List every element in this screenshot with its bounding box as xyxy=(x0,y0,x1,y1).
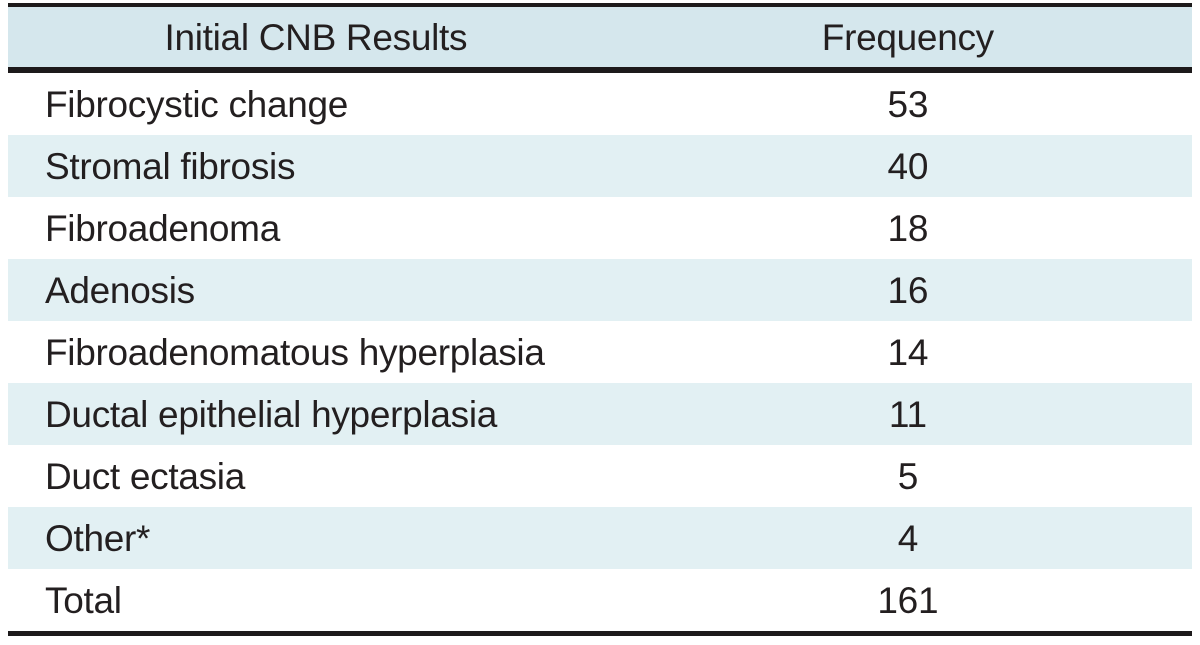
header-frequency: Frequency xyxy=(821,16,994,58)
result-label: Stromal fibrosis xyxy=(45,145,296,187)
frequency-value: 14 xyxy=(887,331,929,373)
result-label: Fibroadenomatous hyperplasia xyxy=(45,331,545,373)
frequency-value: 40 xyxy=(887,145,929,187)
header-initial-cnb-results: Initial CNB Results xyxy=(164,16,468,58)
frequency-value: 4 xyxy=(897,517,919,559)
result-label: Total xyxy=(45,579,122,621)
table-row: Fibroadenoma 18 xyxy=(8,197,1192,259)
frequency-value: 5 xyxy=(897,455,919,497)
table-row: Ductal epithelial hyperplasia 11 xyxy=(8,383,1192,445)
frequency-value: 161 xyxy=(877,579,939,621)
header-divider-rule xyxy=(8,67,1192,73)
table-row: Fibroadenomatous hyperplasia 14 xyxy=(8,321,1192,383)
frequency-value: 16 xyxy=(887,269,929,311)
frequency-value: 11 xyxy=(888,393,927,435)
frequency-value: 53 xyxy=(887,83,929,125)
result-label: Adenosis xyxy=(45,269,195,311)
result-label: Fibrocystic change xyxy=(45,83,349,125)
table-top-rule xyxy=(8,3,1192,7)
table-row: Other* 4 xyxy=(8,507,1192,569)
table-bottom-rule xyxy=(8,631,1192,636)
table-header-row: Initial CNB Results Frequency xyxy=(8,7,1192,67)
table-row: Adenosis 16 xyxy=(8,259,1192,321)
table-body: Fibrocystic change 53 Stromal fibrosis 4… xyxy=(8,73,1192,631)
result-label: Ductal epithelial hyperplasia xyxy=(45,393,498,435)
table-row: Fibrocystic change 53 xyxy=(8,73,1192,135)
table-row: Total 161 xyxy=(8,569,1192,631)
frequency-value: 18 xyxy=(887,207,929,249)
table-row: Stromal fibrosis 40 xyxy=(8,135,1192,197)
cnb-results-table: Initial CNB Results Frequency Fibrocysti… xyxy=(8,3,1192,636)
result-label: Other* xyxy=(45,517,151,559)
table-row: Duct ectasia 5 xyxy=(8,445,1192,507)
result-label: Fibroadenoma xyxy=(45,207,280,249)
result-label: Duct ectasia xyxy=(45,455,245,497)
